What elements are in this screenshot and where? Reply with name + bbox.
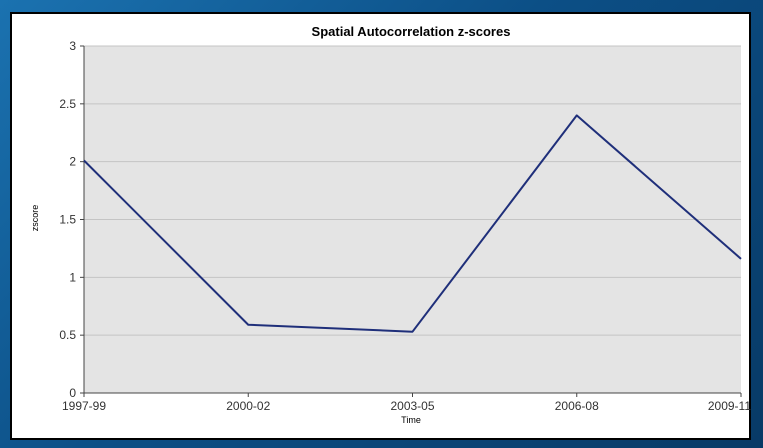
y-tick-label: 0.5 [59,328,76,342]
y-tick-label: 2.5 [59,97,76,111]
y-tick-labels: 0 0.5 1 1.5 2 2.5 3 [59,39,76,400]
y-tick-label: 1.5 [59,213,76,227]
y-tick-label: 3 [69,39,76,53]
x-tick-label: 2006-08 [555,399,599,413]
y-tick-label: 0 [69,386,76,400]
y-tick-label: 1 [69,270,76,284]
chart-title: Spatial Autocorrelation z-scores [312,24,511,39]
x-tick-label: 1997-99 [62,399,106,413]
y-axis-label: zscore [30,205,40,232]
series-line [83,114,742,333]
x-axis-label: Time [401,415,421,425]
series-group [83,114,742,333]
x-tick-label: 2009-11 [708,399,751,413]
y-tick-label: 2 [69,155,76,169]
gridlines [84,45,741,336]
x-tick-labels: 1997-99 2000-02 2003-05 2006-08 2009-11 [62,399,751,413]
x-tick-label: 2003-05 [390,399,434,413]
x-tick-label: 2000-02 [226,399,270,413]
axes [80,45,742,397]
